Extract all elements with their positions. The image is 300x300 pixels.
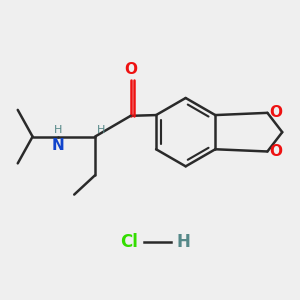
Text: N: N [52,138,64,153]
Text: H: H [54,125,62,135]
Text: H: H [177,233,190,251]
Text: Cl: Cl [120,233,138,251]
Text: O: O [269,105,282,120]
Text: H: H [97,125,105,135]
Text: O: O [124,62,137,77]
Text: O: O [269,144,282,159]
